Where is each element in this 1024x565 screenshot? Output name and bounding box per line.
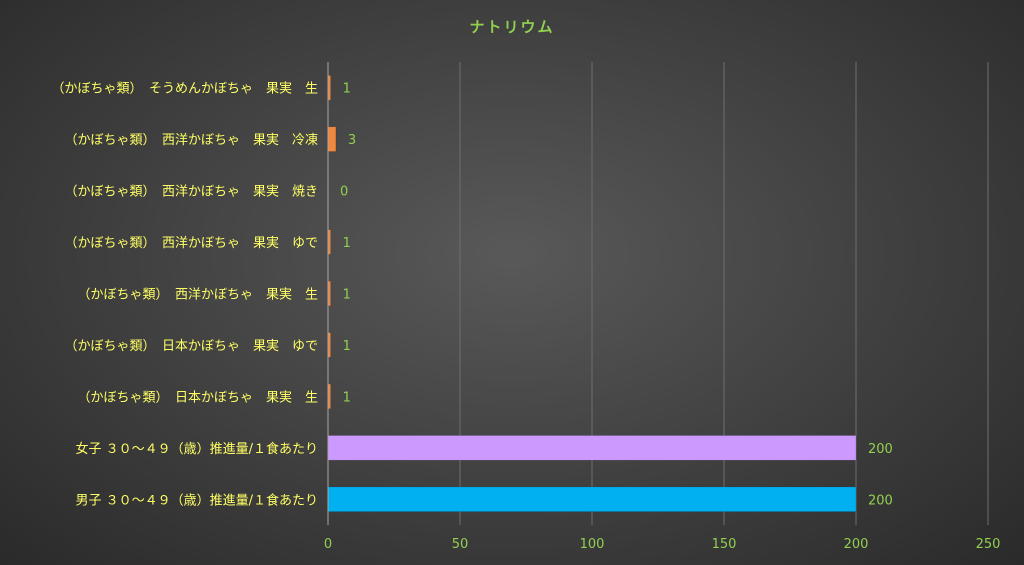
chart-title: ナトリウム (469, 18, 554, 36)
category-label: （かぼちゃ類） 西洋かぼちゃ 果実 焼き (64, 184, 318, 200)
bar (327, 126, 337, 152)
bar (327, 486, 857, 512)
category-label: （かぼちゃ類） 西洋かぼちゃ 果実 ゆで (64, 235, 318, 251)
category-label: （かぼちゃ類） 西洋かぼちゃ 果実 生 (77, 287, 318, 303)
data-label: 0 (340, 185, 348, 200)
x-tick-label: 50 (452, 537, 469, 552)
x-tick-label: 150 (712, 537, 737, 552)
category-label: 女子 ３０～４９（歳）推進量/１食あたり (75, 441, 318, 457)
data-label: 1 (343, 390, 351, 405)
x-tick-label: 250 (976, 537, 1001, 552)
x-tick-label: 0 (324, 537, 332, 552)
data-label: 3 (348, 133, 356, 148)
data-label: 1 (343, 236, 351, 251)
x-tick-label: 100 (580, 537, 605, 552)
x-tick-label: 200 (844, 537, 869, 552)
category-label: （かぼちゃ類） 日本かぼちゃ 果実 生 (77, 389, 318, 405)
data-label: 200 (868, 493, 893, 508)
data-label: 200 (868, 442, 893, 457)
bar (327, 435, 857, 461)
bars (327, 75, 857, 512)
category-label: （かぼちゃ類） 日本かぼちゃ 果実 ゆで (64, 338, 318, 354)
category-label: 男子 ３０～４９（歳）推進量/１食あたり (75, 492, 318, 508)
data-label: 1 (343, 339, 351, 354)
labels: 0 50 100 150 200 250 （かぼちゃ類） そうめんかぼちゃ 果実 生 1 （かぼ… (51, 81, 1000, 552)
data-label: 1 (343, 82, 351, 97)
category-label: （かぼちゃ類） そうめんかぼちゃ 果実 生 (51, 81, 318, 97)
data-label: 1 (343, 288, 351, 303)
category-label: （かぼちゃ類） 西洋かぼちゃ 果実 冷凍 (64, 132, 318, 148)
